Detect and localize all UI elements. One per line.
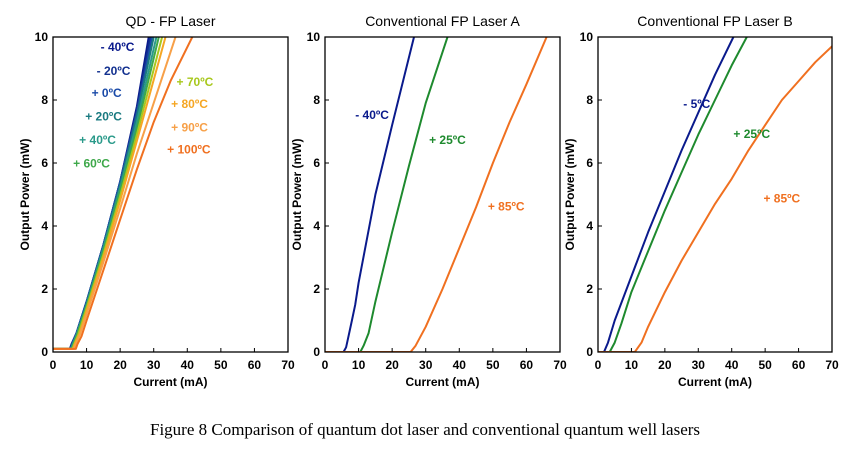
- series-label: + 90ºC: [171, 121, 208, 135]
- plot-frame: [52, 36, 289, 353]
- x-axis-label: Current (mA): [406, 375, 480, 389]
- chart-title: Conventional FP Laser A: [365, 13, 520, 29]
- y-tick-label: 10: [307, 30, 321, 44]
- series-group: [53, 37, 194, 350]
- figure-caption: Figure 8 Comparison of quantum dot laser…: [149, 420, 701, 439]
- x-tick-label: 40: [453, 358, 467, 372]
- x-tick-label: 50: [758, 358, 772, 372]
- series-line-3: [598, 45, 832, 352]
- y-axis-label: Output Power (mW): [290, 139, 304, 251]
- y-tick-label: 0: [41, 345, 48, 359]
- series-label: - 20ºC: [97, 64, 131, 78]
- chart-panel-3: Conventional FP Laser B 0 10 20 30 40 50 60 70 0 2…: [563, 13, 839, 389]
- series-label: + 100ºC: [167, 143, 211, 157]
- x-tick-label: 50: [214, 358, 228, 372]
- x-tick-label: 20: [113, 358, 127, 372]
- series-line-9: [53, 37, 177, 350]
- series-group: [598, 37, 832, 352]
- x-tick-label: 20: [385, 358, 399, 372]
- x-tick-label: 10: [80, 358, 94, 372]
- y-tick-label: 8: [41, 93, 48, 107]
- y-tick-label: 4: [313, 219, 320, 233]
- series-label: + 20ºC: [85, 109, 122, 123]
- x-tick-label: 0: [595, 358, 602, 372]
- series-line-2: [53, 37, 152, 350]
- x-tick-label: 40: [181, 358, 195, 372]
- x-tick-label: 20: [658, 358, 672, 372]
- series-line-10: [53, 37, 194, 350]
- series-label: - 5ºC: [683, 97, 710, 111]
- series-label: + 85ºC: [763, 191, 800, 205]
- series-label: + 25ºC: [733, 127, 770, 141]
- x-tick-label: 10: [625, 358, 639, 372]
- x-tick-label: 30: [692, 358, 706, 372]
- y-tick-label: 2: [313, 282, 320, 296]
- series-label: + 40ºC: [79, 133, 116, 147]
- y-tick-label: 2: [586, 282, 593, 296]
- series-line-3: [325, 37, 548, 352]
- series-group: [325, 37, 548, 352]
- series-line-1: [325, 37, 415, 352]
- series-label: + 80ºC: [171, 97, 208, 111]
- series-label: + 60ºC: [73, 157, 110, 171]
- y-tick-label: 4: [41, 219, 48, 233]
- y-tick-label: 2: [41, 282, 48, 296]
- x-tick-label: 0: [322, 358, 329, 372]
- y-axis-label: Output Power (mW): [18, 139, 32, 251]
- y-tick-label: 8: [313, 93, 320, 107]
- x-tick-label: 30: [147, 358, 161, 372]
- y-tick-label: 6: [586, 156, 593, 170]
- series-line-8: [53, 37, 167, 350]
- x-tick-label: 30: [419, 358, 433, 372]
- y-tick-label: 6: [313, 156, 320, 170]
- series-line-1: [598, 37, 735, 352]
- x-tick-label: 50: [486, 358, 500, 372]
- x-tick-label: 60: [792, 358, 806, 372]
- series-label: + 70ºC: [177, 75, 214, 89]
- series-line-4: [53, 37, 155, 350]
- chart-title: Conventional FP Laser B: [637, 13, 792, 29]
- y-axis-label: Output Power (mW): [563, 139, 577, 251]
- series-line-2: [598, 37, 748, 352]
- x-tick-label: 70: [553, 358, 567, 372]
- series-line-3: [53, 37, 153, 350]
- series-label: - 40ºC: [355, 108, 389, 122]
- plot-frame: [597, 36, 833, 353]
- series-line-2: [325, 37, 449, 352]
- x-axis-label: Current (mA): [134, 375, 208, 389]
- y-tick-label: 10: [35, 30, 49, 44]
- series-label: + 85ºC: [488, 199, 525, 213]
- x-tick-label: 60: [520, 358, 534, 372]
- y-tick-label: 10: [580, 30, 594, 44]
- series-line-1: [53, 37, 150, 350]
- x-tick-label: 40: [725, 358, 739, 372]
- series-label: + 0ºC: [92, 86, 122, 100]
- x-tick-label: 0: [50, 358, 57, 372]
- plot-frame: [324, 36, 561, 353]
- chart-panel-2: Conventional FP Laser A 0 10 20 30 40 50 60 70 0 2…: [290, 13, 567, 389]
- y-tick-label: 0: [586, 345, 593, 359]
- x-tick-label: 70: [825, 358, 839, 372]
- x-tick-label: 60: [248, 358, 262, 372]
- y-tick-label: 6: [41, 156, 48, 170]
- y-tick-label: 4: [586, 219, 593, 233]
- x-tick-label: 10: [352, 358, 366, 372]
- chart-panel-1: QD - FP Laser 0 10 20 30 40 50 60 70 0 2 4 6 8 10 Curre…: [18, 13, 295, 389]
- y-tick-label: 8: [586, 93, 593, 107]
- chart-title: QD - FP Laser: [126, 13, 216, 29]
- y-tick-label: 0: [313, 345, 320, 359]
- x-axis-label: Current (mA): [678, 375, 752, 389]
- x-tick-label: 70: [281, 358, 295, 372]
- series-label: - 40ºC: [101, 40, 135, 54]
- series-label: + 25ºC: [429, 133, 466, 147]
